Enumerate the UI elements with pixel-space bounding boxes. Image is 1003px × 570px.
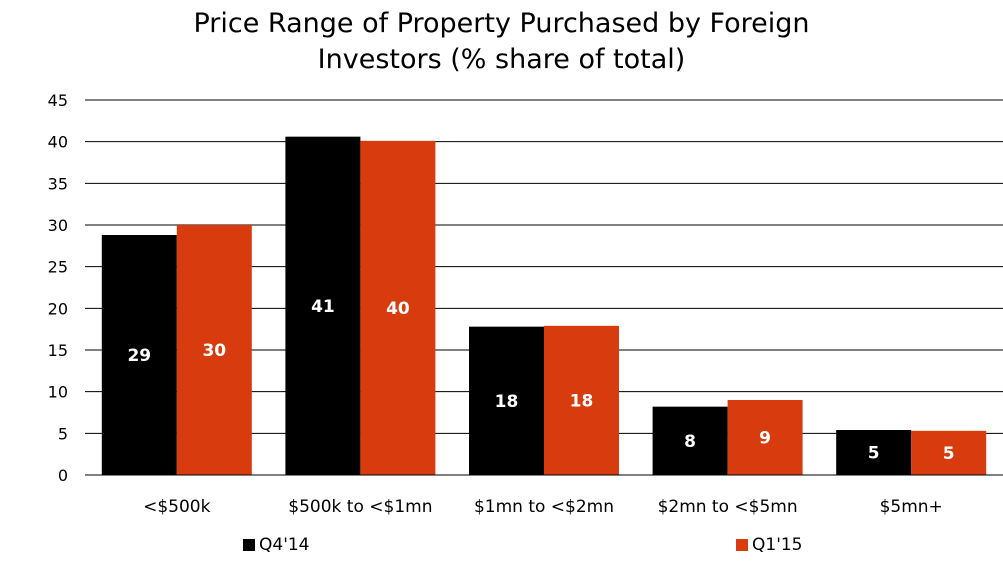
bar xyxy=(360,140,436,476)
data-label: 18 xyxy=(495,392,519,412)
x-category-label: $500k to <$1mn xyxy=(288,497,432,517)
y-tick-label: 10 xyxy=(48,383,68,402)
bar xyxy=(101,235,177,475)
y-tick-label: 35 xyxy=(48,174,68,193)
legend-swatch-q1-15 xyxy=(736,539,748,551)
y-axis-ticks: 0 5 10 15 20 25 30 35 40 45 xyxy=(48,91,68,485)
data-label: 8 xyxy=(684,432,696,452)
bar xyxy=(652,406,728,475)
x-category-label: $5mn+ xyxy=(880,497,943,517)
legend-label-q1-15: Q1'15 xyxy=(752,535,803,555)
x-category-label: $2mn to <$5mn xyxy=(658,497,798,517)
y-tick-label: 20 xyxy=(48,299,68,318)
y-tick-label: 25 xyxy=(48,258,68,277)
data-labels: 29 30 41 40 18 18 8 9 5 5 xyxy=(127,297,954,464)
data-label: 30 xyxy=(202,341,226,361)
data-label: 41 xyxy=(311,297,335,317)
x-category-label: <$500k xyxy=(143,497,211,517)
legend-label-q4-14: Q4'14 xyxy=(259,535,310,555)
legend-swatch-q4-14 xyxy=(243,539,255,551)
data-label: 29 xyxy=(127,346,151,366)
data-label: 18 xyxy=(570,391,594,411)
data-label: 40 xyxy=(386,299,410,319)
data-label: 5 xyxy=(943,444,955,464)
legend-item-q4-14: Q4'14 xyxy=(243,535,310,555)
bars xyxy=(101,136,987,476)
bar xyxy=(544,325,619,475)
y-tick-label: 30 xyxy=(48,216,68,235)
bar xyxy=(727,400,803,475)
y-tick-label: 5 xyxy=(58,424,68,443)
x-category-label: $1mn to <$2mn xyxy=(474,497,614,517)
legend-item-q1-15: Q1'15 xyxy=(736,535,803,555)
bar xyxy=(285,136,361,475)
data-label: 9 xyxy=(759,429,771,449)
y-tick-label: 15 xyxy=(48,341,68,360)
chart-title-line-1: Price Range of Property Purchased by For… xyxy=(193,8,810,39)
y-tick-label: 0 xyxy=(58,466,68,485)
data-label: 5 xyxy=(868,444,880,464)
bar xyxy=(469,326,544,475)
chart-title-line-2: Investors (% share of total) xyxy=(317,44,686,75)
y-tick-label: 45 xyxy=(48,91,68,110)
y-tick-label: 40 xyxy=(48,133,68,152)
x-axis-labels: <$500k $500k to <$1mn $1mn to <$2mn $2mn to… xyxy=(143,497,943,517)
bar xyxy=(911,430,987,475)
chart-title: Price Range of Property Purchased by For… xyxy=(0,6,1003,78)
bar xyxy=(836,430,912,475)
bar xyxy=(176,225,252,475)
